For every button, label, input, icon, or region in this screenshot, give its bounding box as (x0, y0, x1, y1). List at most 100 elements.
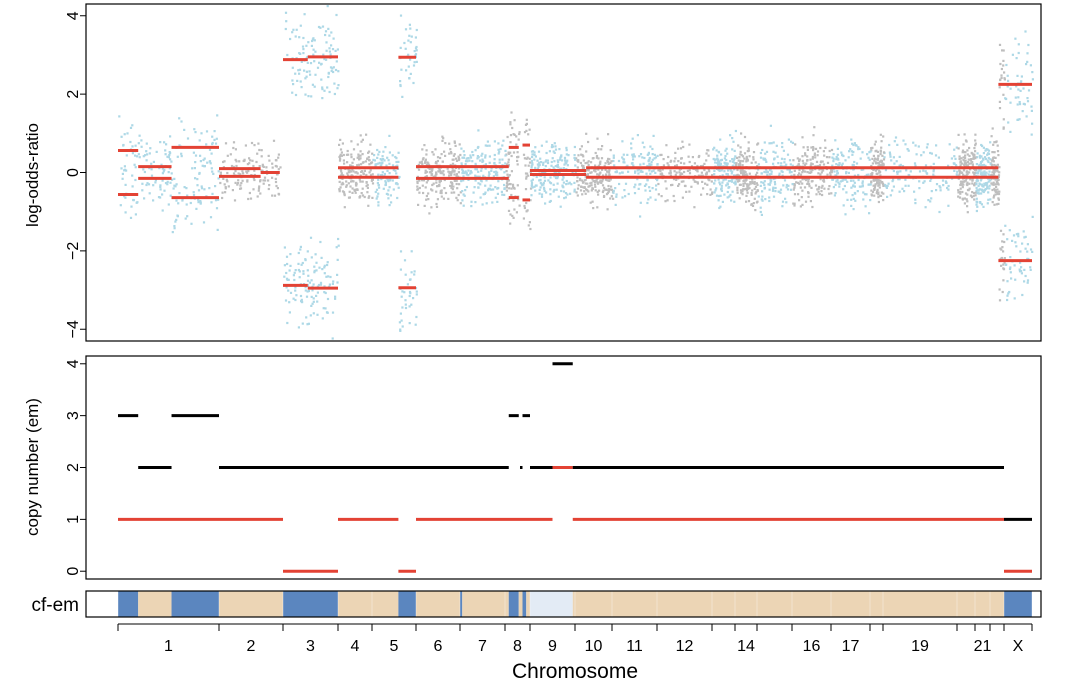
data-point (522, 217, 525, 220)
cf-band (398, 591, 416, 617)
data-point (235, 160, 238, 163)
data-point (401, 95, 404, 98)
data-point (584, 192, 587, 195)
data-point (329, 66, 333, 69)
data-point (203, 188, 206, 191)
data-point (535, 184, 538, 187)
data-point (481, 152, 484, 155)
data-point (485, 202, 488, 205)
data-point (815, 160, 819, 163)
data-point (606, 191, 609, 195)
data-point (275, 184, 278, 188)
data-point (167, 156, 170, 159)
data-point (396, 164, 399, 167)
data-point (835, 156, 838, 159)
data-point (512, 133, 515, 136)
data-point (232, 165, 235, 168)
data-point (608, 187, 611, 191)
data-point (328, 90, 331, 94)
data-point (359, 180, 362, 183)
data-point (821, 160, 824, 163)
data-point (515, 143, 518, 146)
data-point (561, 178, 564, 181)
data-point (206, 161, 209, 164)
data-point (875, 161, 879, 165)
data-point (801, 189, 804, 192)
data-point (527, 224, 530, 227)
data-point (598, 161, 602, 164)
data-point (691, 156, 694, 159)
data-point (342, 183, 345, 186)
data-point (459, 153, 462, 157)
data-point (818, 164, 822, 167)
data-point (930, 190, 933, 193)
data-point (246, 179, 249, 182)
data-point (200, 187, 204, 190)
data-point (819, 178, 822, 181)
data-point (993, 203, 996, 206)
data-point (1023, 103, 1026, 106)
data-point (972, 192, 976, 195)
data-point (617, 159, 621, 163)
data-point (607, 171, 611, 174)
data-point (325, 58, 328, 61)
data-point (367, 156, 370, 159)
data-point (842, 204, 845, 207)
data-point (531, 186, 534, 189)
data-point (321, 268, 324, 271)
data-point (939, 186, 942, 189)
data-point (896, 172, 899, 175)
data-point (963, 202, 966, 205)
data-point (168, 153, 171, 157)
data-point (387, 178, 390, 181)
data-point (634, 171, 637, 174)
data-point (867, 173, 870, 176)
data-point (442, 173, 445, 176)
data-point (131, 152, 134, 155)
data-point (498, 150, 501, 153)
data-point (365, 181, 368, 184)
data-point (488, 161, 491, 164)
data-point (743, 157, 746, 160)
data-point (199, 160, 202, 163)
data-point (382, 187, 385, 190)
data-point (713, 173, 716, 176)
data-point (1022, 87, 1025, 90)
data-point (599, 163, 602, 166)
data-point (735, 178, 738, 181)
data-point (508, 174, 511, 177)
data-point (606, 208, 609, 211)
data-point (456, 199, 459, 202)
data-point (854, 144, 857, 147)
data-point (973, 157, 976, 160)
data-point (823, 187, 826, 190)
cf-band (518, 591, 523, 617)
data-point (508, 187, 511, 190)
data-point (1002, 118, 1005, 121)
data-point (705, 152, 708, 155)
data-point (219, 181, 222, 185)
data-point (978, 169, 981, 172)
data-point (342, 153, 345, 157)
data-point (988, 187, 991, 190)
data-point (509, 213, 512, 216)
data-point (326, 263, 329, 267)
data-point (137, 142, 140, 145)
data-point (799, 186, 802, 189)
data-point (922, 181, 925, 184)
data-point (424, 160, 427, 163)
data-point (389, 194, 392, 197)
data-point (818, 185, 821, 189)
data-point (745, 189, 749, 192)
data-point (1018, 101, 1021, 104)
data-point (729, 169, 732, 172)
data-point (399, 312, 402, 315)
data-point (683, 162, 686, 165)
data-point (302, 36, 305, 40)
data-point (594, 151, 597, 155)
data-point (831, 164, 834, 167)
data-point (964, 162, 967, 166)
data-point (337, 237, 340, 241)
data-point (592, 207, 595, 210)
data-point (814, 147, 818, 150)
